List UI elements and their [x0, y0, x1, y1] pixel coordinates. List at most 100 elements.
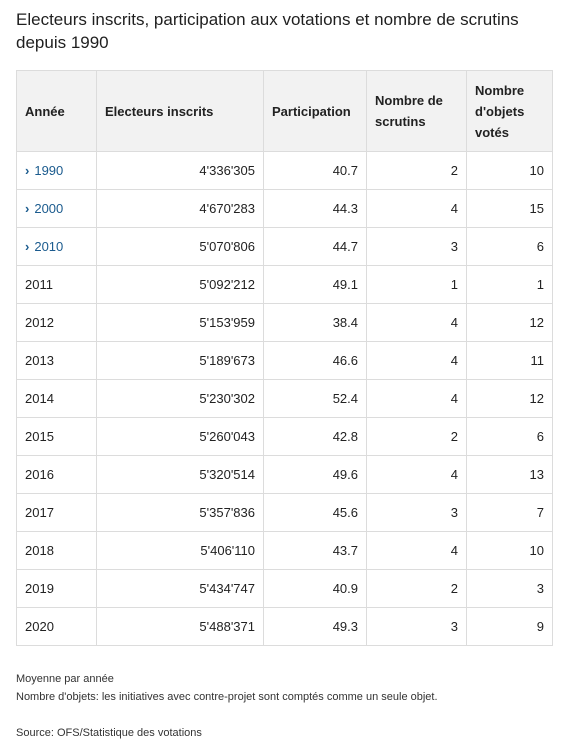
objets-cell: 9 [466, 607, 553, 646]
scrutins-cell: 4 [366, 531, 467, 570]
expand-year-link[interactable]: › 2000 [16, 189, 97, 228]
table-row: 2011 5'092'212 49.1 1 1 [16, 265, 553, 304]
year-label: 2017 [25, 505, 54, 520]
year-label: 2010 [34, 239, 64, 254]
header-row: Année Electeurs inscrits Participation N… [16, 70, 553, 152]
participation-cell: 49.3 [263, 607, 367, 646]
table-body: › 1990 4'336'305 40.7 2 10 › 2000 4'670'283 44.3 4… [16, 151, 553, 646]
year-cell: 2020 [16, 607, 97, 646]
objets-cell: 7 [466, 493, 553, 532]
objets-cell: 15 [466, 189, 553, 228]
scrutins-cell: 4 [366, 303, 467, 342]
table-row[interactable]: › 2000 4'670'283 44.3 4 15 [16, 189, 553, 228]
objets-cell: 12 [466, 303, 553, 342]
participation-cell: 49.6 [263, 455, 367, 494]
objets-cell: 6 [466, 417, 553, 456]
chevron-right-icon[interactable]: › [25, 239, 30, 254]
year-cell: 2012 [16, 303, 97, 342]
year-cell: 2016 [16, 455, 97, 494]
source-credit: Source: OFS/Statistique des votations [16, 727, 202, 739]
participation-cell: 38.4 [263, 303, 367, 342]
table-row: 2012 5'153'959 38.4 4 12 [16, 303, 553, 342]
expand-year-link[interactable]: › 1990 [16, 151, 97, 190]
participation-cell: 49.1 [263, 265, 367, 304]
column-header-annee: Année [16, 70, 97, 152]
scrutins-cell: 4 [366, 379, 467, 418]
chevron-right-icon[interactable]: › [25, 163, 30, 178]
year-label: 2016 [25, 467, 54, 482]
year-cell: 2014 [16, 379, 97, 418]
year-label: 2012 [25, 315, 54, 330]
table-row: 2013 5'189'673 46.6 4 11 [16, 341, 553, 380]
table-notes: Moyenne par année Nombre d'objets: les i… [16, 670, 561, 706]
column-header-electeurs: Electeurs inscrits [96, 70, 264, 152]
objets-cell: 3 [466, 569, 553, 608]
year-label: 2011 [25, 277, 53, 292]
objets-cell: 13 [466, 455, 553, 494]
scrutins-cell: 3 [366, 227, 467, 266]
voters-cell: 5'230'302 [96, 379, 264, 418]
scrutins-cell: 3 [366, 493, 467, 532]
column-header-scrutins: Nombre de scrutins [366, 70, 467, 152]
year-cell: 2017 [16, 493, 97, 532]
table-row: 2017 5'357'836 45.6 3 7 [16, 493, 553, 532]
voters-cell: 5'357'836 [96, 493, 264, 532]
voters-cell: 5'153'959 [96, 303, 264, 342]
scrutins-cell: 1 [366, 265, 467, 304]
table-row: 2020 5'488'371 49.3 3 9 [16, 607, 553, 646]
year-label: 2015 [25, 429, 54, 444]
table-row[interactable]: › 1990 4'336'305 40.7 2 10 [16, 151, 553, 190]
participation-cell: 44.3 [263, 189, 367, 228]
participation-cell: 40.9 [263, 569, 367, 608]
year-label: 2013 [25, 353, 54, 368]
expand-year-link[interactable]: › 2010 [16, 227, 97, 266]
year-cell: 2015 [16, 417, 97, 456]
year-cell: 2019 [16, 569, 97, 608]
objets-cell: 10 [466, 151, 553, 190]
voters-cell: 5'260'043 [96, 417, 264, 456]
voters-cell: 5'434'747 [96, 569, 264, 608]
participation-cell: 45.6 [263, 493, 367, 532]
participation-cell: 44.7 [263, 227, 367, 266]
table-row: 2014 5'230'302 52.4 4 12 [16, 379, 553, 418]
scrutins-cell: 2 [366, 569, 467, 608]
objets-cell: 6 [466, 227, 553, 266]
note-average: Moyenne par année [16, 673, 114, 685]
table-row: 2018 5'406'110 43.7 4 10 [16, 531, 553, 570]
scrutins-cell: 2 [366, 417, 467, 456]
voters-cell: 5'189'673 [96, 341, 264, 380]
scrutins-cell: 2 [366, 151, 467, 190]
year-cell: 2011 [16, 265, 97, 304]
chevron-right-icon[interactable]: › [25, 201, 30, 216]
year-label: 2000 [34, 201, 64, 216]
table-header: Année Electeurs inscrits Participation N… [16, 70, 553, 152]
table-row: 2016 5'320'514 49.6 4 13 [16, 455, 553, 494]
voters-cell: 5'488'371 [96, 607, 264, 646]
voters-cell: 5'092'212 [96, 265, 264, 304]
table-title: Electeurs inscrits, participation aux vo… [16, 10, 519, 52]
year-cell: 2018 [16, 531, 97, 570]
participation-cell: 40.7 [263, 151, 367, 190]
scrutins-cell: 3 [366, 607, 467, 646]
objets-cell: 12 [466, 379, 553, 418]
year-label: 2018 [25, 543, 54, 558]
voters-cell: 5'070'806 [96, 227, 264, 266]
participation-cell: 52.4 [263, 379, 367, 418]
voters-cell: 4'670'283 [96, 189, 264, 228]
table-row[interactable]: › 2010 5'070'806 44.7 3 6 [16, 227, 553, 266]
table-row: 2019 5'434'747 40.9 2 3 [16, 569, 553, 608]
voters-cell: 5'406'110 [96, 531, 264, 570]
year-label: 2019 [25, 581, 54, 596]
data-table: Année Electeurs inscrits Participation N… [16, 70, 553, 646]
year-label: 1990 [34, 163, 64, 178]
column-header-participation: Participation [263, 70, 367, 152]
scrutins-cell: 4 [366, 455, 467, 494]
voters-cell: 5'320'514 [96, 455, 264, 494]
participation-cell: 46.6 [263, 341, 367, 380]
year-cell: 2013 [16, 341, 97, 380]
voters-cell: 4'336'305 [96, 151, 264, 190]
table-row: 2015 5'260'043 42.8 2 6 [16, 417, 553, 456]
objets-cell: 10 [466, 531, 553, 570]
note-objects: Nombre d'objets: les initiatives avec co… [16, 691, 438, 703]
